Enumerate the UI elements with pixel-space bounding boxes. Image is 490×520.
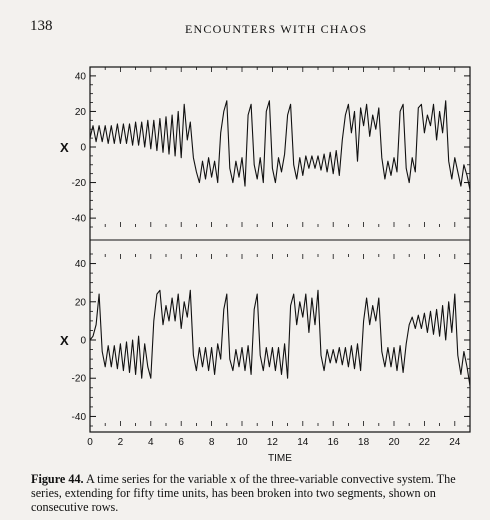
x-tick-label: 20: [388, 437, 400, 448]
panel-1: 40 20 0 -20 -40 X: [60, 66, 471, 228]
y-tick-label: 40: [75, 71, 87, 82]
x-tick-label: 2: [118, 437, 124, 448]
caption-text: A time series for the variable x of the …: [31, 472, 456, 514]
x-tick-label: 0: [87, 437, 93, 448]
figure-caption: Figure 44. A time series for the variabl…: [31, 472, 471, 514]
y-axis-label: X: [60, 140, 69, 155]
x-tick-label: 18: [358, 437, 370, 448]
series-line: [89, 289, 471, 386]
running-head: ENCOUNTERS WITH CHAOS: [185, 22, 368, 36]
page-number: 138: [30, 18, 53, 34]
y-tick-label: -20: [72, 374, 87, 385]
x-tick-label: 4: [148, 437, 154, 448]
figure-label: Figure 44.: [31, 472, 84, 486]
y-tick-label: -40: [72, 214, 87, 225]
x-axis-title: TIME: [268, 453, 292, 464]
y-axis-label: X: [60, 333, 69, 348]
x-tick-label: 22: [419, 437, 431, 448]
plot-frame: [89, 66, 471, 433]
y-tick-label: -20: [72, 178, 87, 189]
y-tick-label: 0: [80, 143, 86, 154]
x-tick-label: 8: [209, 437, 215, 448]
x-tick-label: 14: [297, 437, 309, 448]
y-tick-label: 40: [75, 259, 87, 270]
y-tick-label: 20: [75, 107, 87, 118]
x-tick-label: 16: [328, 437, 340, 448]
y-tick-label: -40: [72, 412, 87, 423]
series-line: [89, 100, 471, 190]
x-tick-label: 12: [267, 437, 279, 448]
y-tick-label: 0: [80, 336, 86, 347]
y-tick-label: 20: [75, 297, 87, 308]
x-tick-label: 24: [449, 437, 461, 448]
x-tick-label: 6: [178, 437, 184, 448]
x-tick-label: 10: [236, 437, 248, 448]
